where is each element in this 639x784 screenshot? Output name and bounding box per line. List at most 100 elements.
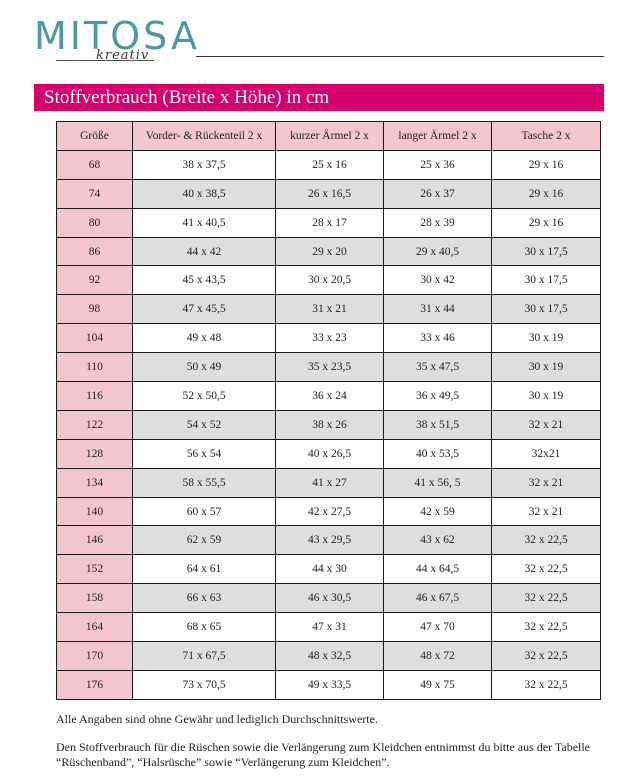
short-sleeve-cell: 36 x 24 xyxy=(276,382,383,410)
pocket-cell: 29 x 16 xyxy=(492,150,600,179)
fabric-usage-table: Größe Vorder- & Rückenteil 2 x kurzer Är… xyxy=(56,121,601,700)
disclaimer-note: Alle Angaben sind ohne Gewähr und ledigl… xyxy=(56,712,378,726)
pocket-cell: 32 x 22,5 xyxy=(492,555,600,584)
front-back-cell: 50 x 49 xyxy=(133,353,275,382)
front-back-cell: 60 x 57 xyxy=(133,497,275,526)
header-front-back: Vorder- & Rückenteil 2 x xyxy=(133,122,275,150)
front-back-cell: 40 x 38,5 xyxy=(133,179,275,208)
size-cell: 80 xyxy=(57,208,132,237)
long-sleeve-cell: 25 x 36 xyxy=(384,150,491,179)
long-sleeve-cell: 36 x 49,5 xyxy=(384,382,491,410)
header-size: Größe xyxy=(57,122,132,150)
short-sleeve-cell: 43 x 29,5 xyxy=(276,526,383,555)
size-cell: 86 xyxy=(57,237,132,266)
size-cell: 104 xyxy=(57,324,132,353)
header-rule xyxy=(196,56,604,57)
front-back-cell: 68 x 65 xyxy=(133,613,275,642)
front-back-cell: 45 x 43,5 xyxy=(133,266,275,295)
header-pocket: Tasche 2 x xyxy=(492,122,600,150)
table-row: 110 50 x 49 35 x 23,5 35 x 47,5 30 x 19 xyxy=(57,353,600,382)
size-cell: 158 xyxy=(57,584,132,613)
brand-logo: MITOSA kreativ xyxy=(34,14,197,70)
table-row: 170 71 x 67,5 48 x 32,5 48 x 72 32 x 22,5 xyxy=(57,642,600,670)
size-cell: 128 xyxy=(57,439,132,468)
size-cell: 116 xyxy=(57,382,132,410)
table-row: 98 47 x 45,5 31 x 21 31 x 44 30 x 17,5 xyxy=(57,295,600,324)
pocket-cell: 30 x 19 xyxy=(492,382,600,410)
table-row: 80 41 x 40,5 28 x 17 28 x 39 29 x 16 xyxy=(57,208,600,237)
short-sleeve-cell: 33 x 23 xyxy=(276,324,383,353)
logo-wordmark: MITOSA xyxy=(34,14,200,58)
size-cell: 134 xyxy=(57,468,132,497)
size-cell: 152 xyxy=(57,555,132,584)
table-row: 152 64 x 61 44 x 30 44 x 64,5 32 x 22,5 xyxy=(57,555,600,584)
size-cell: 110 xyxy=(57,353,132,382)
short-sleeve-cell: 31 x 21 xyxy=(276,295,383,324)
size-cell: 164 xyxy=(57,613,132,642)
table-row: 122 54 x 52 38 x 26 38 x 51,5 32 x 21 xyxy=(57,410,600,439)
pocket-cell: 30 x 17,5 xyxy=(492,295,600,324)
short-sleeve-cell: 44 x 30 xyxy=(276,555,383,584)
front-back-cell: 41 x 40,5 xyxy=(133,208,275,237)
front-back-cell: 62 x 59 xyxy=(133,526,275,555)
front-back-cell: 71 x 67,5 xyxy=(133,642,275,670)
pocket-cell: 32 x 22,5 xyxy=(492,526,600,555)
pocket-cell: 32 x 22,5 xyxy=(492,613,600,642)
front-back-cell: 44 x 42 xyxy=(133,237,275,266)
table-row: 164 68 x 65 47 x 31 47 x 70 32 x 22,5 xyxy=(57,613,600,642)
size-cell: 92 xyxy=(57,266,132,295)
size-cell: 170 xyxy=(57,642,132,670)
long-sleeve-cell: 42 x 59 xyxy=(384,497,491,526)
long-sleeve-cell: 48 x 72 xyxy=(384,642,491,670)
table-row: 146 62 x 59 43 x 29,5 43 x 62 32 x 22,5 xyxy=(57,526,600,555)
size-cell: 176 xyxy=(57,670,132,699)
long-sleeve-cell: 28 x 39 xyxy=(384,208,491,237)
pocket-cell: 32x21 xyxy=(492,439,600,468)
table-body: 68 38 x 37,5 25 x 16 25 x 36 29 x 16 74 40 x 3… xyxy=(57,150,600,699)
long-sleeve-cell: 44 x 64,5 xyxy=(384,555,491,584)
long-sleeve-cell: 47 x 70 xyxy=(384,613,491,642)
long-sleeve-cell: 46 x 67,5 xyxy=(384,584,491,613)
pocket-cell: 32 x 22,5 xyxy=(492,670,600,699)
pocket-cell: 30 x 17,5 xyxy=(492,237,600,266)
front-back-cell: 47 x 45,5 xyxy=(133,295,275,324)
long-sleeve-cell: 43 x 62 xyxy=(384,526,491,555)
long-sleeve-cell: 49 x 75 xyxy=(384,670,491,699)
pocket-cell: 32 x 22,5 xyxy=(492,642,600,670)
table-header-row: Größe Vorder- & Rückenteil 2 x kurzer Är… xyxy=(57,122,600,150)
size-cell: 122 xyxy=(57,410,132,439)
table-row: 68 38 x 37,5 25 x 16 25 x 36 29 x 16 xyxy=(57,150,600,179)
short-sleeve-cell: 49 x 33,5 xyxy=(276,670,383,699)
front-back-cell: 38 x 37,5 xyxy=(133,150,275,179)
table-row: 158 66 x 63 46 x 30,5 46 x 67,5 32 x 22,5 xyxy=(57,584,600,613)
pocket-cell: 32 x 22,5 xyxy=(492,584,600,613)
front-back-cell: 52 x 50,5 xyxy=(133,382,275,410)
reference-note: Den Stoffverbrauch für die Rüschen sowie… xyxy=(56,740,591,769)
table-row: 140 60 x 57 42 x 27,5 42 x 59 32 x 21 xyxy=(57,497,600,526)
short-sleeve-cell: 25 x 16 xyxy=(276,150,383,179)
pocket-cell: 29 x 16 xyxy=(492,179,600,208)
front-back-cell: 54 x 52 xyxy=(133,410,275,439)
short-sleeve-cell: 42 x 27,5 xyxy=(276,497,383,526)
long-sleeve-cell: 33 x 46 xyxy=(384,324,491,353)
short-sleeve-cell: 28 x 17 xyxy=(276,208,383,237)
long-sleeve-cell: 31 x 44 xyxy=(384,295,491,324)
front-back-cell: 73 x 70,5 xyxy=(133,670,275,699)
front-back-cell: 58 x 55,5 xyxy=(133,468,275,497)
table-row: 74 40 x 38,5 26 x 16,5 26 x 37 29 x 16 xyxy=(57,179,600,208)
size-cell: 74 xyxy=(57,179,132,208)
pocket-cell: 30 x 19 xyxy=(492,353,600,382)
short-sleeve-cell: 46 x 30,5 xyxy=(276,584,383,613)
long-sleeve-cell: 35 x 47,5 xyxy=(384,353,491,382)
header-short-sleeve: kurzer Ärmel 2 x xyxy=(276,122,383,150)
pocket-cell: 32 x 21 xyxy=(492,497,600,526)
long-sleeve-cell: 38 x 51,5 xyxy=(384,410,491,439)
short-sleeve-cell: 30 x 20,5 xyxy=(276,266,383,295)
table-row: 134 58 x 55,5 41 x 27 41 x 56, 5 32 x 21 xyxy=(57,468,600,497)
pocket-cell: 29 x 16 xyxy=(492,208,600,237)
short-sleeve-cell: 47 x 31 xyxy=(276,613,383,642)
pocket-cell: 30 x 19 xyxy=(492,324,600,353)
pocket-cell: 32 x 21 xyxy=(492,468,600,497)
front-back-cell: 56 x 54 xyxy=(133,439,275,468)
short-sleeve-cell: 29 x 20 xyxy=(276,237,383,266)
